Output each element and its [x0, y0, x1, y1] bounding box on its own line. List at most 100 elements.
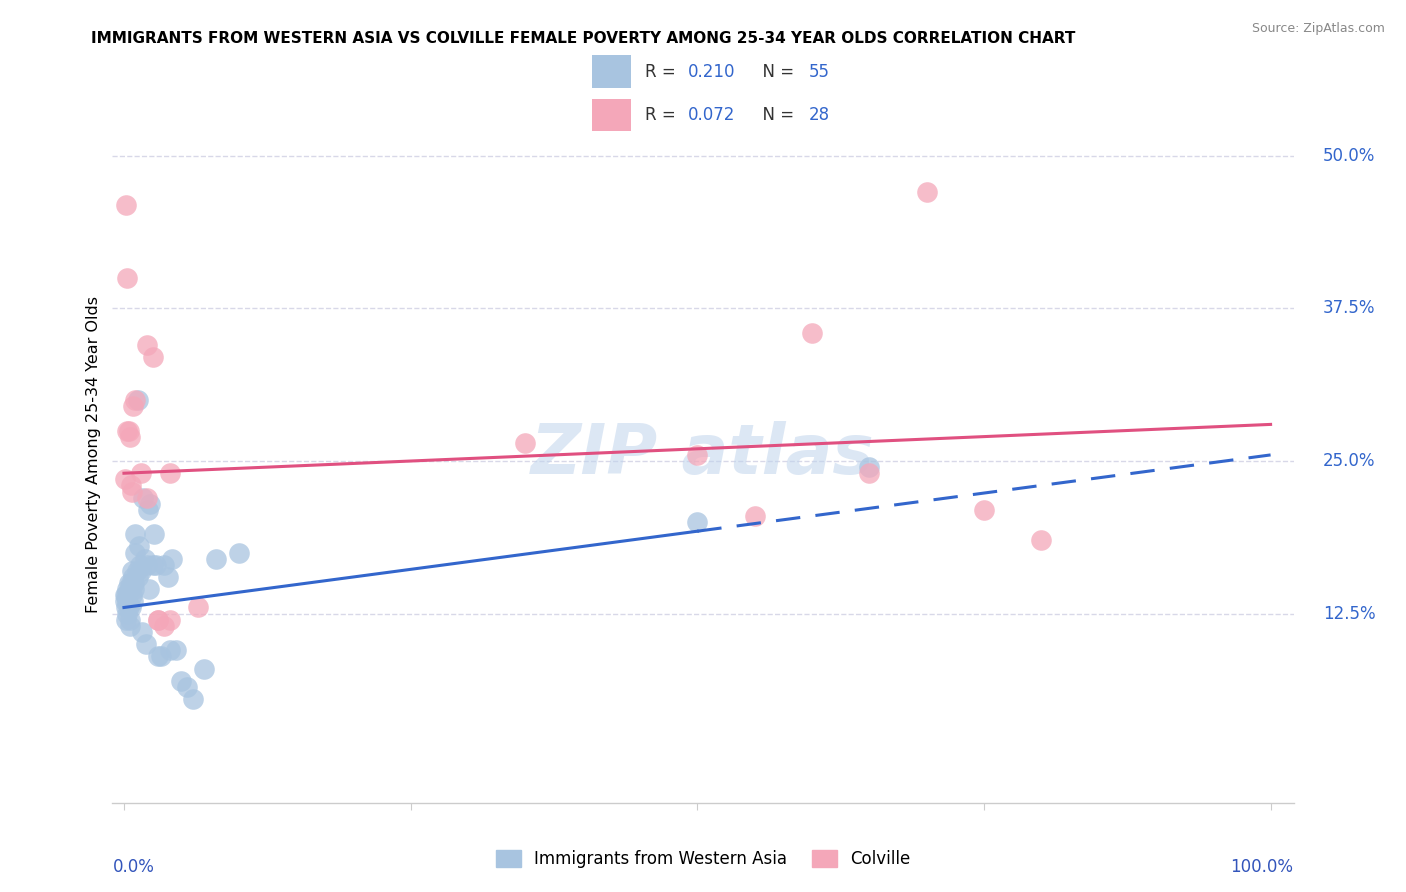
Point: [135, 558, 157, 572]
Point: [114, 472, 136, 486]
Point: [165, 643, 187, 657]
Point: [134, 551, 156, 566]
Point: [159, 467, 181, 481]
Point: [117, 600, 139, 615]
Text: 37.5%: 37.5%: [1323, 300, 1375, 318]
Point: [159, 643, 181, 657]
Point: [187, 600, 209, 615]
Point: [160, 551, 183, 566]
Point: [153, 558, 176, 572]
Point: [114, 594, 136, 608]
Point: [136, 503, 159, 517]
Point: [115, 600, 138, 615]
Point: [915, 186, 938, 200]
Point: [117, 271, 139, 285]
Point: [131, 624, 153, 639]
Point: [149, 649, 172, 664]
Point: [156, 570, 179, 584]
Point: [117, 607, 139, 621]
Point: [148, 613, 170, 627]
Point: [159, 613, 181, 627]
Text: R =: R =: [645, 62, 682, 80]
Point: [121, 484, 143, 499]
Point: [170, 673, 193, 688]
Point: [129, 467, 152, 481]
Point: [122, 576, 145, 591]
Point: [120, 576, 142, 591]
Point: [117, 424, 139, 438]
Text: 0.210: 0.210: [688, 62, 735, 80]
Text: N =: N =: [752, 106, 800, 124]
Point: [1031, 533, 1053, 548]
Point: [118, 582, 141, 597]
Text: R =: R =: [645, 106, 682, 124]
Point: [686, 448, 709, 462]
Text: 0.072: 0.072: [688, 106, 735, 124]
Point: [115, 613, 138, 627]
Point: [228, 545, 250, 559]
Point: [121, 564, 143, 578]
Y-axis label: Female Poverty Among 25-34 Year Olds: Female Poverty Among 25-34 Year Olds: [86, 296, 101, 614]
Point: [118, 429, 141, 443]
Point: [125, 564, 148, 578]
Point: [858, 460, 880, 475]
Point: [135, 338, 157, 352]
Point: [176, 680, 198, 694]
Text: 100.0%: 100.0%: [1230, 858, 1294, 877]
Point: [132, 491, 155, 505]
Point: [124, 392, 146, 407]
Point: [122, 594, 145, 608]
FancyBboxPatch shape: [592, 55, 631, 87]
Point: [148, 613, 170, 627]
Text: ZIP atlas: ZIP atlas: [531, 421, 875, 489]
Legend: Immigrants from Western Asia, Colville: Immigrants from Western Asia, Colville: [489, 843, 917, 874]
Point: [118, 613, 141, 627]
Point: [115, 197, 138, 211]
Text: 25.0%: 25.0%: [1323, 452, 1375, 470]
Point: [142, 558, 165, 572]
Text: 55: 55: [808, 62, 830, 80]
Point: [122, 570, 145, 584]
Point: [127, 570, 149, 584]
Text: 12.5%: 12.5%: [1323, 605, 1375, 623]
Point: [135, 637, 157, 651]
Point: [124, 527, 146, 541]
Point: [127, 392, 149, 407]
Point: [193, 661, 215, 675]
Point: [204, 551, 226, 566]
Point: [128, 540, 150, 554]
Point: [148, 649, 170, 664]
Point: [142, 527, 165, 541]
Point: [129, 564, 152, 578]
Point: [800, 326, 823, 340]
Text: 28: 28: [808, 106, 830, 124]
Text: IMMIGRANTS FROM WESTERN ASIA VS COLVILLE FEMALE POVERTY AMONG 25-34 YEAR OLDS CO: IMMIGRANTS FROM WESTERN ASIA VS COLVILLE…: [91, 31, 1076, 46]
Point: [121, 588, 143, 602]
Point: [145, 558, 167, 572]
Point: [973, 503, 995, 517]
Point: [120, 478, 142, 492]
Point: [122, 582, 145, 597]
Point: [858, 467, 880, 481]
Point: [181, 692, 204, 706]
Point: [120, 600, 142, 615]
Text: 0.0%: 0.0%: [112, 858, 155, 877]
Point: [129, 558, 152, 572]
Text: 50.0%: 50.0%: [1323, 147, 1375, 165]
Point: [122, 399, 145, 413]
Text: Source: ZipAtlas.com: Source: ZipAtlas.com: [1251, 22, 1385, 36]
Point: [117, 424, 139, 438]
Point: [515, 435, 537, 450]
Point: [142, 351, 165, 365]
Text: N =: N =: [752, 62, 800, 80]
Point: [117, 582, 139, 597]
Point: [115, 588, 138, 602]
Point: [138, 582, 160, 597]
Point: [744, 508, 766, 523]
Point: [686, 515, 709, 529]
Point: [135, 491, 157, 505]
Point: [153, 619, 176, 633]
FancyBboxPatch shape: [592, 99, 631, 131]
Point: [117, 594, 139, 608]
Point: [124, 545, 146, 559]
